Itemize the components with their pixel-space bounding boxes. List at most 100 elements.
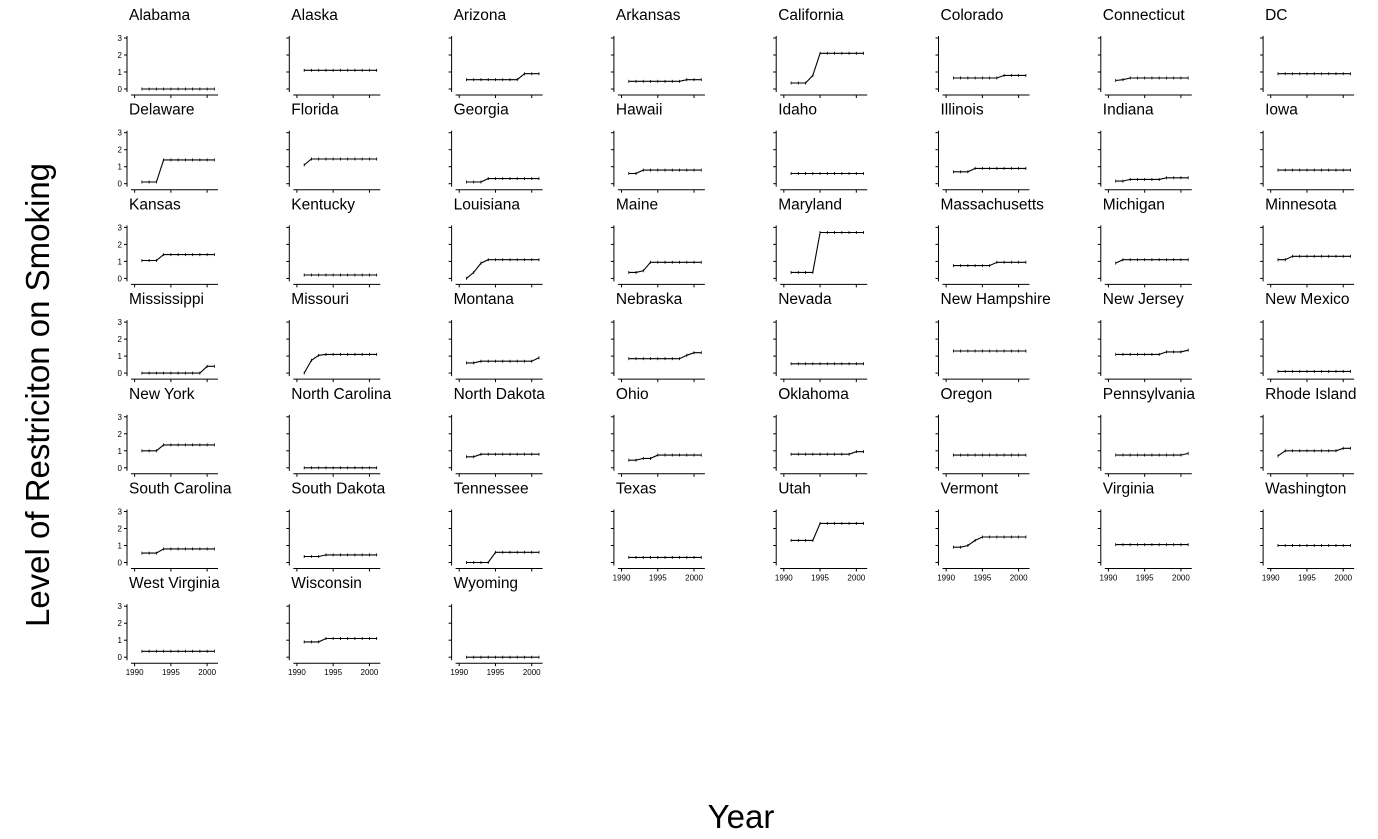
panel-colorado: Colorado xyxy=(935,7,1030,98)
panel-title: Utah xyxy=(778,481,811,498)
series-line xyxy=(791,522,864,541)
x-tick-label: 1995 xyxy=(487,668,505,677)
x-tick-label: 1990 xyxy=(613,574,631,583)
panel-title: Wisconsin xyxy=(291,575,362,592)
x-tick-label: 1990 xyxy=(1100,574,1118,583)
panel-title: Vermont xyxy=(941,481,999,498)
panel-title: California xyxy=(778,7,844,24)
panel-dc: DC xyxy=(1260,7,1355,98)
x-tick-label: 2000 xyxy=(685,574,703,583)
x-tick-label: 2000 xyxy=(523,668,541,677)
panel-title: Texas xyxy=(616,481,657,498)
x-tick-label: 2000 xyxy=(1172,574,1190,583)
panel-title: Illinois xyxy=(941,102,984,119)
panel-nebraska: Nebraska xyxy=(610,291,705,383)
panel-title: Arkansas xyxy=(616,7,681,24)
panel-title: Wyoming xyxy=(454,575,518,592)
panel-south-carolina: South Carolina 0 1 2 3 xyxy=(118,481,232,572)
y-tick-label: 2 xyxy=(118,240,123,249)
panel-ohio: Ohio xyxy=(610,386,705,477)
series-line xyxy=(141,159,215,183)
y-axis-label: Level of Restriciton on Smoking xyxy=(19,163,56,627)
x-tick-label: 1995 xyxy=(162,668,180,677)
panel-title: Indiana xyxy=(1103,102,1154,119)
x-tick-label: 1995 xyxy=(973,574,991,583)
panel-alaska: Alaska xyxy=(286,7,381,98)
panel-indiana: Indiana xyxy=(1097,102,1192,193)
panel-utah: Utah 1990 1995 2000 xyxy=(773,481,868,583)
panel-michigan: Michigan xyxy=(1097,196,1192,288)
y-tick-label: 1 xyxy=(118,163,123,172)
y-tick-label: 0 xyxy=(118,85,123,94)
series-line xyxy=(953,536,1026,548)
panel-title: Nebraska xyxy=(616,291,683,308)
panel-california: California xyxy=(773,7,868,98)
panel-title: Florida xyxy=(291,102,339,119)
y-tick-label: 1 xyxy=(118,257,123,266)
panel-title: Georgia xyxy=(454,102,510,119)
panel-title: Rhode Island xyxy=(1265,386,1356,403)
panel-new-mexico: New Mexico xyxy=(1260,291,1355,383)
panel-pennsylvania: Pennsylvania xyxy=(1097,386,1196,477)
panel-minnesota: Minnesota xyxy=(1260,196,1355,288)
panel-oklahoma: Oklahoma xyxy=(773,386,868,477)
panel-title: Alabama xyxy=(129,7,191,24)
panel-title: Kansas xyxy=(129,196,181,213)
y-tick-label: 0 xyxy=(118,369,123,378)
y-tick-label: 1 xyxy=(118,447,123,456)
panel-title: Pennsylvania xyxy=(1103,386,1196,403)
panel-north-carolina: North Carolina xyxy=(286,386,392,477)
panels-grid: Alabama 0 1 2 3 Alaska Arizona Arkansas Californ… xyxy=(118,7,1357,677)
y-tick-label: 2 xyxy=(118,51,123,60)
y-tick-label: 1 xyxy=(118,542,123,551)
panel-title: Connecticut xyxy=(1103,7,1186,24)
panel-washington: Washington 1990 1995 2000 xyxy=(1260,481,1355,583)
series-line xyxy=(791,231,864,273)
x-tick-label: 1995 xyxy=(1136,574,1154,583)
panel-title: DC xyxy=(1265,7,1287,24)
y-tick-label: 3 xyxy=(118,34,123,43)
panel-texas: Texas 1990 1995 2000 xyxy=(610,481,705,583)
panel-missouri: Missouri xyxy=(286,291,381,383)
panel-georgia: Georgia xyxy=(448,102,543,193)
panel-title: Nevada xyxy=(778,291,832,308)
x-tick-label: 2000 xyxy=(847,574,865,583)
panel-title: New Hampshire xyxy=(941,291,1051,308)
panel-title: Alaska xyxy=(291,7,338,24)
y-tick-label: 2 xyxy=(118,619,123,628)
panel-wisconsin: Wisconsin 1990 1995 2000 xyxy=(286,575,381,677)
y-tick-label: 2 xyxy=(118,430,123,439)
panel-iowa: Iowa xyxy=(1260,102,1355,193)
panel-title: South Carolina xyxy=(129,481,232,498)
panel-mississippi: Mississippi 0 1 2 3 xyxy=(118,291,218,383)
series-line xyxy=(466,551,539,564)
panel-massachusetts: Massachusetts xyxy=(935,196,1044,288)
y-tick-label: 3 xyxy=(118,602,123,611)
x-tick-label: 1990 xyxy=(775,574,793,583)
series-line xyxy=(466,259,539,279)
panel-title: Washington xyxy=(1265,481,1346,498)
series-line xyxy=(628,261,702,273)
panel-florida: Florida xyxy=(286,102,381,193)
panel-kansas: Kansas 0 1 2 3 xyxy=(118,196,218,288)
panel-idaho: Idaho xyxy=(773,102,868,193)
y-tick-label: 0 xyxy=(118,559,123,568)
panel-title: South Dakota xyxy=(291,481,385,498)
panel-title: Minnesota xyxy=(1265,196,1337,213)
panel-illinois: Illinois xyxy=(935,102,1030,193)
panel-title: Kentucky xyxy=(291,196,355,213)
panel-title: Ohio xyxy=(616,386,649,403)
y-tick-label: 2 xyxy=(118,146,123,155)
panel-title: North Carolina xyxy=(291,386,391,403)
panel-nevada: Nevada xyxy=(773,291,868,383)
panel-tennessee: Tennessee xyxy=(448,481,543,572)
panel-title: Idaho xyxy=(778,102,817,119)
panel-title: Louisiana xyxy=(454,196,521,213)
x-tick-label: 1990 xyxy=(288,668,306,677)
y-tick-label: 0 xyxy=(118,180,123,189)
x-tick-label: 2000 xyxy=(198,668,216,677)
panel-hawaii: Hawaii xyxy=(610,102,705,193)
panel-alabama: Alabama 0 1 2 3 xyxy=(118,7,218,98)
panel-vermont: Vermont 1990 1995 2000 xyxy=(935,481,1030,583)
panel-oregon: Oregon xyxy=(935,386,1030,477)
